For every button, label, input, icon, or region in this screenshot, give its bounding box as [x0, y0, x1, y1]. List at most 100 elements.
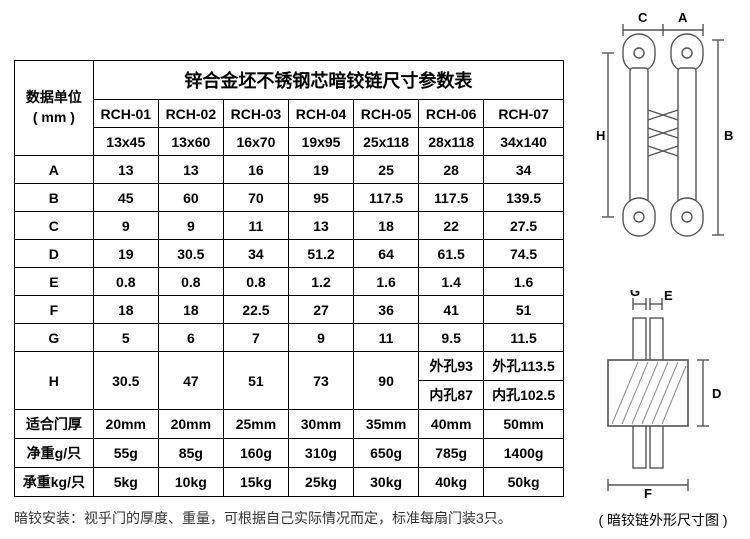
hinge-side-diagram: G E D F: [588, 290, 738, 500]
cell: 9: [288, 324, 353, 352]
cell: 1.6: [354, 268, 419, 296]
cell: 47: [158, 352, 223, 410]
cell: 90: [354, 352, 419, 410]
row-thickness: 适合门厚 20mm 20mm 25mm 30mm 35mm 40mm 50mm: [15, 410, 564, 439]
data-row: D1930.53451.26461.574.5: [15, 240, 564, 268]
dim-label-B: B: [724, 128, 733, 143]
cell: 20mm: [93, 410, 158, 439]
cell: 外孔113.5: [484, 352, 564, 381]
cell: 1.4: [419, 268, 484, 296]
dim-label-H: H: [596, 128, 605, 143]
cell: 7: [223, 324, 288, 352]
model-cell: RCH-01: [93, 100, 158, 128]
cell: 1400g: [484, 439, 564, 468]
cell: 19: [288, 156, 353, 184]
cell: 0.8: [93, 268, 158, 296]
cell: 650g: [354, 439, 419, 468]
cell: 30mm: [288, 410, 353, 439]
cell: 41: [419, 296, 484, 324]
cell: 5kg: [93, 468, 158, 497]
row-label: F: [15, 296, 94, 324]
cell: 117.5: [354, 184, 419, 212]
cell: 61.5: [419, 240, 484, 268]
cell: 40kg: [419, 468, 484, 497]
cell: 34: [484, 156, 564, 184]
dim-label-E: E: [664, 290, 673, 303]
model-cell: RCH-04: [288, 100, 353, 128]
cell: 36: [354, 296, 419, 324]
cell: 51: [484, 296, 564, 324]
row-load: 承重kg/只 5kg 10kg 15kg 25kg 30kg 40kg 50kg: [15, 468, 564, 497]
sizes-row: 13x45 13x60 16x70 19x95 25x118 28x118 34…: [15, 128, 564, 156]
cell: 64: [354, 240, 419, 268]
cell: 95: [288, 184, 353, 212]
cell: 45: [93, 184, 158, 212]
cell: 60: [158, 184, 223, 212]
cell: 50kg: [484, 468, 564, 497]
size-cell: 25x118: [354, 128, 419, 156]
cell: 160g: [223, 439, 288, 468]
cell: 55g: [93, 439, 158, 468]
spec-table-container: 数据单位 ( mm ) 锌合金坯不锈钢芯暗铰链尺寸参数表 RCH-01 RCH-…: [14, 60, 564, 497]
cell: 11: [223, 212, 288, 240]
row-label: 适合门厚: [15, 410, 94, 439]
cell: 40mm: [419, 410, 484, 439]
cell: 15kg: [223, 468, 288, 497]
data-row: E0.80.80.81.21.61.41.6: [15, 268, 564, 296]
cell: 117.5: [419, 184, 484, 212]
data-row: C991113182227.5: [15, 212, 564, 240]
unit-header: 数据单位 ( mm ): [15, 61, 94, 156]
install-footnote: 暗铰安装：视乎门的厚度、重量，可根据自己实际情况而定，标准每扇门装3只。: [14, 508, 512, 528]
row-label: 净重g/只: [15, 439, 94, 468]
cell: 13: [158, 156, 223, 184]
cell: 16: [223, 156, 288, 184]
cell: 18: [158, 296, 223, 324]
row-label: B: [15, 184, 94, 212]
row-label: D: [15, 240, 94, 268]
diagram-caption: ( 暗铰链外形尺寸图 ): [588, 510, 738, 530]
dim-label-G: G: [630, 290, 640, 299]
models-row: RCH-01 RCH-02 RCH-03 RCH-04 RCH-05 RCH-0…: [15, 100, 564, 128]
cell: 73: [288, 352, 353, 410]
cell: 785g: [419, 439, 484, 468]
cell: 30.5: [158, 240, 223, 268]
dim-label-D: D: [712, 386, 721, 401]
cell: 9.5: [419, 324, 484, 352]
row-label: A: [15, 156, 94, 184]
row-label: E: [15, 268, 94, 296]
cell: 85g: [158, 439, 223, 468]
cell: 30.5: [93, 352, 158, 410]
cell: 25kg: [288, 468, 353, 497]
table-title: 锌合金坯不锈钢芯暗铰链尺寸参数表: [93, 61, 563, 100]
cell: 内孔87: [419, 381, 484, 410]
model-cell: RCH-03: [223, 100, 288, 128]
cell: 内孔102.5: [484, 381, 564, 410]
cell: 0.8: [158, 268, 223, 296]
data-row: F181822.527364151: [15, 296, 564, 324]
row-net-weight: 净重g/只 55g 85g 160g 310g 650g 785g 1400g: [15, 439, 564, 468]
size-cell: 16x70: [223, 128, 288, 156]
size-cell: 28x118: [419, 128, 484, 156]
cell: 0.8: [223, 268, 288, 296]
cell: 34: [223, 240, 288, 268]
size-cell: 34x140: [484, 128, 564, 156]
cell: 18: [93, 296, 158, 324]
model-cell: RCH-06: [419, 100, 484, 128]
cell: 27.5: [484, 212, 564, 240]
row-label: C: [15, 212, 94, 240]
cell: 20mm: [158, 410, 223, 439]
dim-label-C: C: [638, 10, 648, 25]
row-H-top: H 30.5 47 51 73 90 外孔93 外孔113.5: [15, 352, 564, 381]
hinge-front-diagram: C A H B: [588, 10, 738, 270]
data-row: G5679119.511.5: [15, 324, 564, 352]
cell: 10kg: [158, 468, 223, 497]
cell: 30kg: [354, 468, 419, 497]
cell: 6: [158, 324, 223, 352]
dim-label-A: A: [678, 10, 688, 25]
cell: 外孔93: [419, 352, 484, 381]
size-cell: 13x60: [158, 128, 223, 156]
unit-l2: ( mm ): [17, 108, 91, 128]
spec-table: 数据单位 ( mm ) 锌合金坯不锈钢芯暗铰链尺寸参数表 RCH-01 RCH-…: [14, 60, 564, 497]
data-row: B45607095117.5117.5139.5: [15, 184, 564, 212]
cell: 22.5: [223, 296, 288, 324]
